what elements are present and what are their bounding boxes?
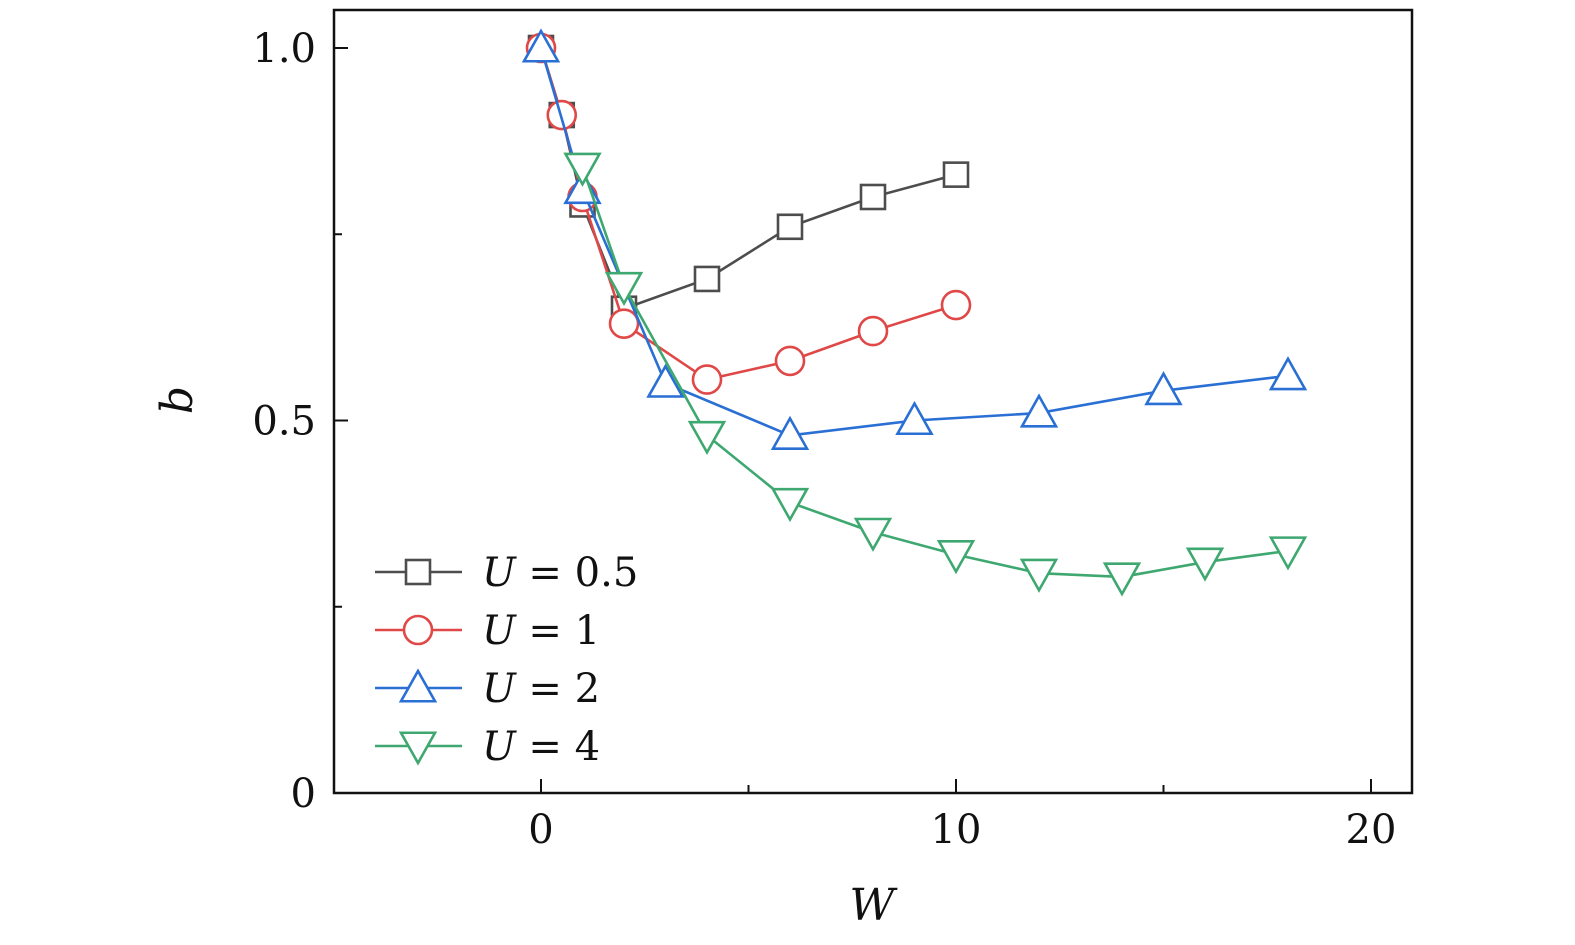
legend-label: U = 2 xyxy=(482,666,600,712)
ticks-layer: 0 10 20 0 0.5 1.0 xyxy=(252,26,1396,853)
y-tick-label: 0 xyxy=(291,771,316,817)
plot-frame xyxy=(332,8,1414,795)
data-point xyxy=(859,183,887,211)
legend-item: U = 1 xyxy=(375,608,600,654)
legend-label: U = 0.5 xyxy=(482,550,638,596)
legend-marker xyxy=(404,558,432,586)
data-point xyxy=(691,364,723,395)
legend-marker xyxy=(402,614,434,646)
data-point xyxy=(940,289,972,321)
data-point xyxy=(853,517,893,552)
series-line xyxy=(539,47,957,311)
legend-layer: U = 0.5 U = 1 U = 2 U = 4 xyxy=(375,550,638,770)
data-point xyxy=(563,152,602,187)
series-layer xyxy=(521,28,1308,597)
data-point xyxy=(936,540,976,575)
data-point xyxy=(1185,547,1225,582)
legend-marker xyxy=(398,731,438,766)
data-point xyxy=(608,308,640,339)
data-point xyxy=(770,487,810,523)
plot-frame-layer xyxy=(332,8,1414,795)
data-point xyxy=(1019,558,1059,593)
x-tick-label: 20 xyxy=(1346,807,1397,853)
labels-layer: W b xyxy=(152,386,898,931)
data-point xyxy=(646,363,685,398)
data-point xyxy=(857,315,889,347)
y-axis-title: b xyxy=(152,386,203,414)
y-tick-label: 0.5 xyxy=(252,399,316,445)
series-line xyxy=(539,47,1289,437)
legend-item: U = 2 xyxy=(375,666,600,712)
data-point xyxy=(895,400,934,436)
series-3 xyxy=(521,28,1308,450)
legend-item: U = 4 xyxy=(375,724,600,770)
data-point xyxy=(687,420,727,456)
legend-label: U = 4 xyxy=(482,724,600,770)
data-point xyxy=(1019,393,1059,428)
x-tick-label: 0 xyxy=(528,807,553,853)
data-point xyxy=(1102,562,1142,597)
data-point xyxy=(776,213,804,241)
x-tick-label: 10 xyxy=(931,807,982,853)
series-line xyxy=(539,47,957,381)
legend-item: U = 0.5 xyxy=(375,550,638,596)
data-point xyxy=(770,415,810,450)
x-axis-title: W xyxy=(849,880,898,931)
data-point xyxy=(1268,536,1308,571)
data-point xyxy=(774,345,806,377)
data-point xyxy=(1268,356,1308,391)
data-point xyxy=(1144,371,1183,406)
legend-marker xyxy=(398,668,438,703)
series-4 xyxy=(563,152,1308,597)
data-point xyxy=(521,28,561,63)
data-point xyxy=(604,271,644,307)
y-tick-label: 1.0 xyxy=(252,26,316,72)
legend-label: U = 1 xyxy=(482,608,600,654)
data-point xyxy=(693,265,721,293)
series-1 xyxy=(527,34,970,323)
series-line xyxy=(581,166,1289,579)
data-point xyxy=(942,161,970,188)
